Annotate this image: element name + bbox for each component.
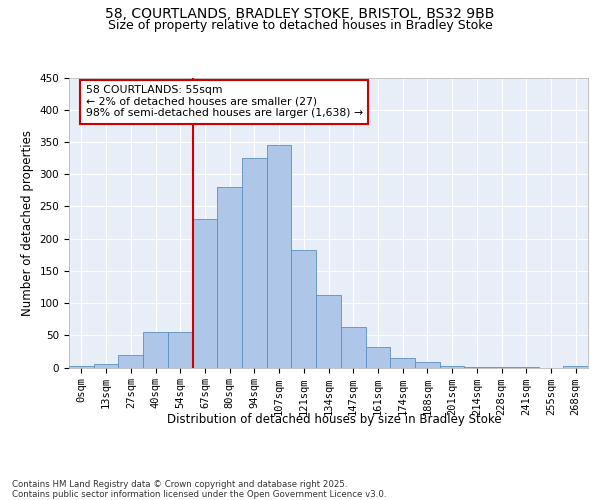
- Bar: [440, 366, 464, 368]
- Bar: [563, 366, 588, 368]
- Bar: [390, 358, 415, 368]
- Bar: [316, 296, 341, 368]
- Bar: [267, 145, 292, 368]
- Bar: [415, 362, 440, 368]
- Bar: [464, 367, 489, 368]
- Bar: [168, 332, 193, 368]
- Bar: [341, 327, 365, 368]
- Bar: [365, 347, 390, 368]
- Bar: [94, 364, 118, 368]
- Bar: [217, 187, 242, 368]
- Bar: [242, 158, 267, 368]
- Bar: [193, 220, 217, 368]
- Bar: [514, 367, 539, 368]
- Bar: [489, 367, 514, 368]
- Text: Size of property relative to detached houses in Bradley Stoke: Size of property relative to detached ho…: [107, 18, 493, 32]
- Text: 58, COURTLANDS, BRADLEY STOKE, BRISTOL, BS32 9BB: 58, COURTLANDS, BRADLEY STOKE, BRISTOL, …: [106, 8, 494, 22]
- Text: Distribution of detached houses by size in Bradley Stoke: Distribution of detached houses by size …: [167, 412, 502, 426]
- Y-axis label: Number of detached properties: Number of detached properties: [21, 130, 34, 316]
- Bar: [69, 366, 94, 368]
- Text: Contains HM Land Registry data © Crown copyright and database right 2025.
Contai: Contains HM Land Registry data © Crown c…: [12, 480, 386, 499]
- Text: 58 COURTLANDS: 55sqm
← 2% of detached houses are smaller (27)
98% of semi-detach: 58 COURTLANDS: 55sqm ← 2% of detached ho…: [86, 85, 363, 118]
- Bar: [118, 354, 143, 368]
- Bar: [143, 332, 168, 368]
- Bar: [292, 250, 316, 368]
